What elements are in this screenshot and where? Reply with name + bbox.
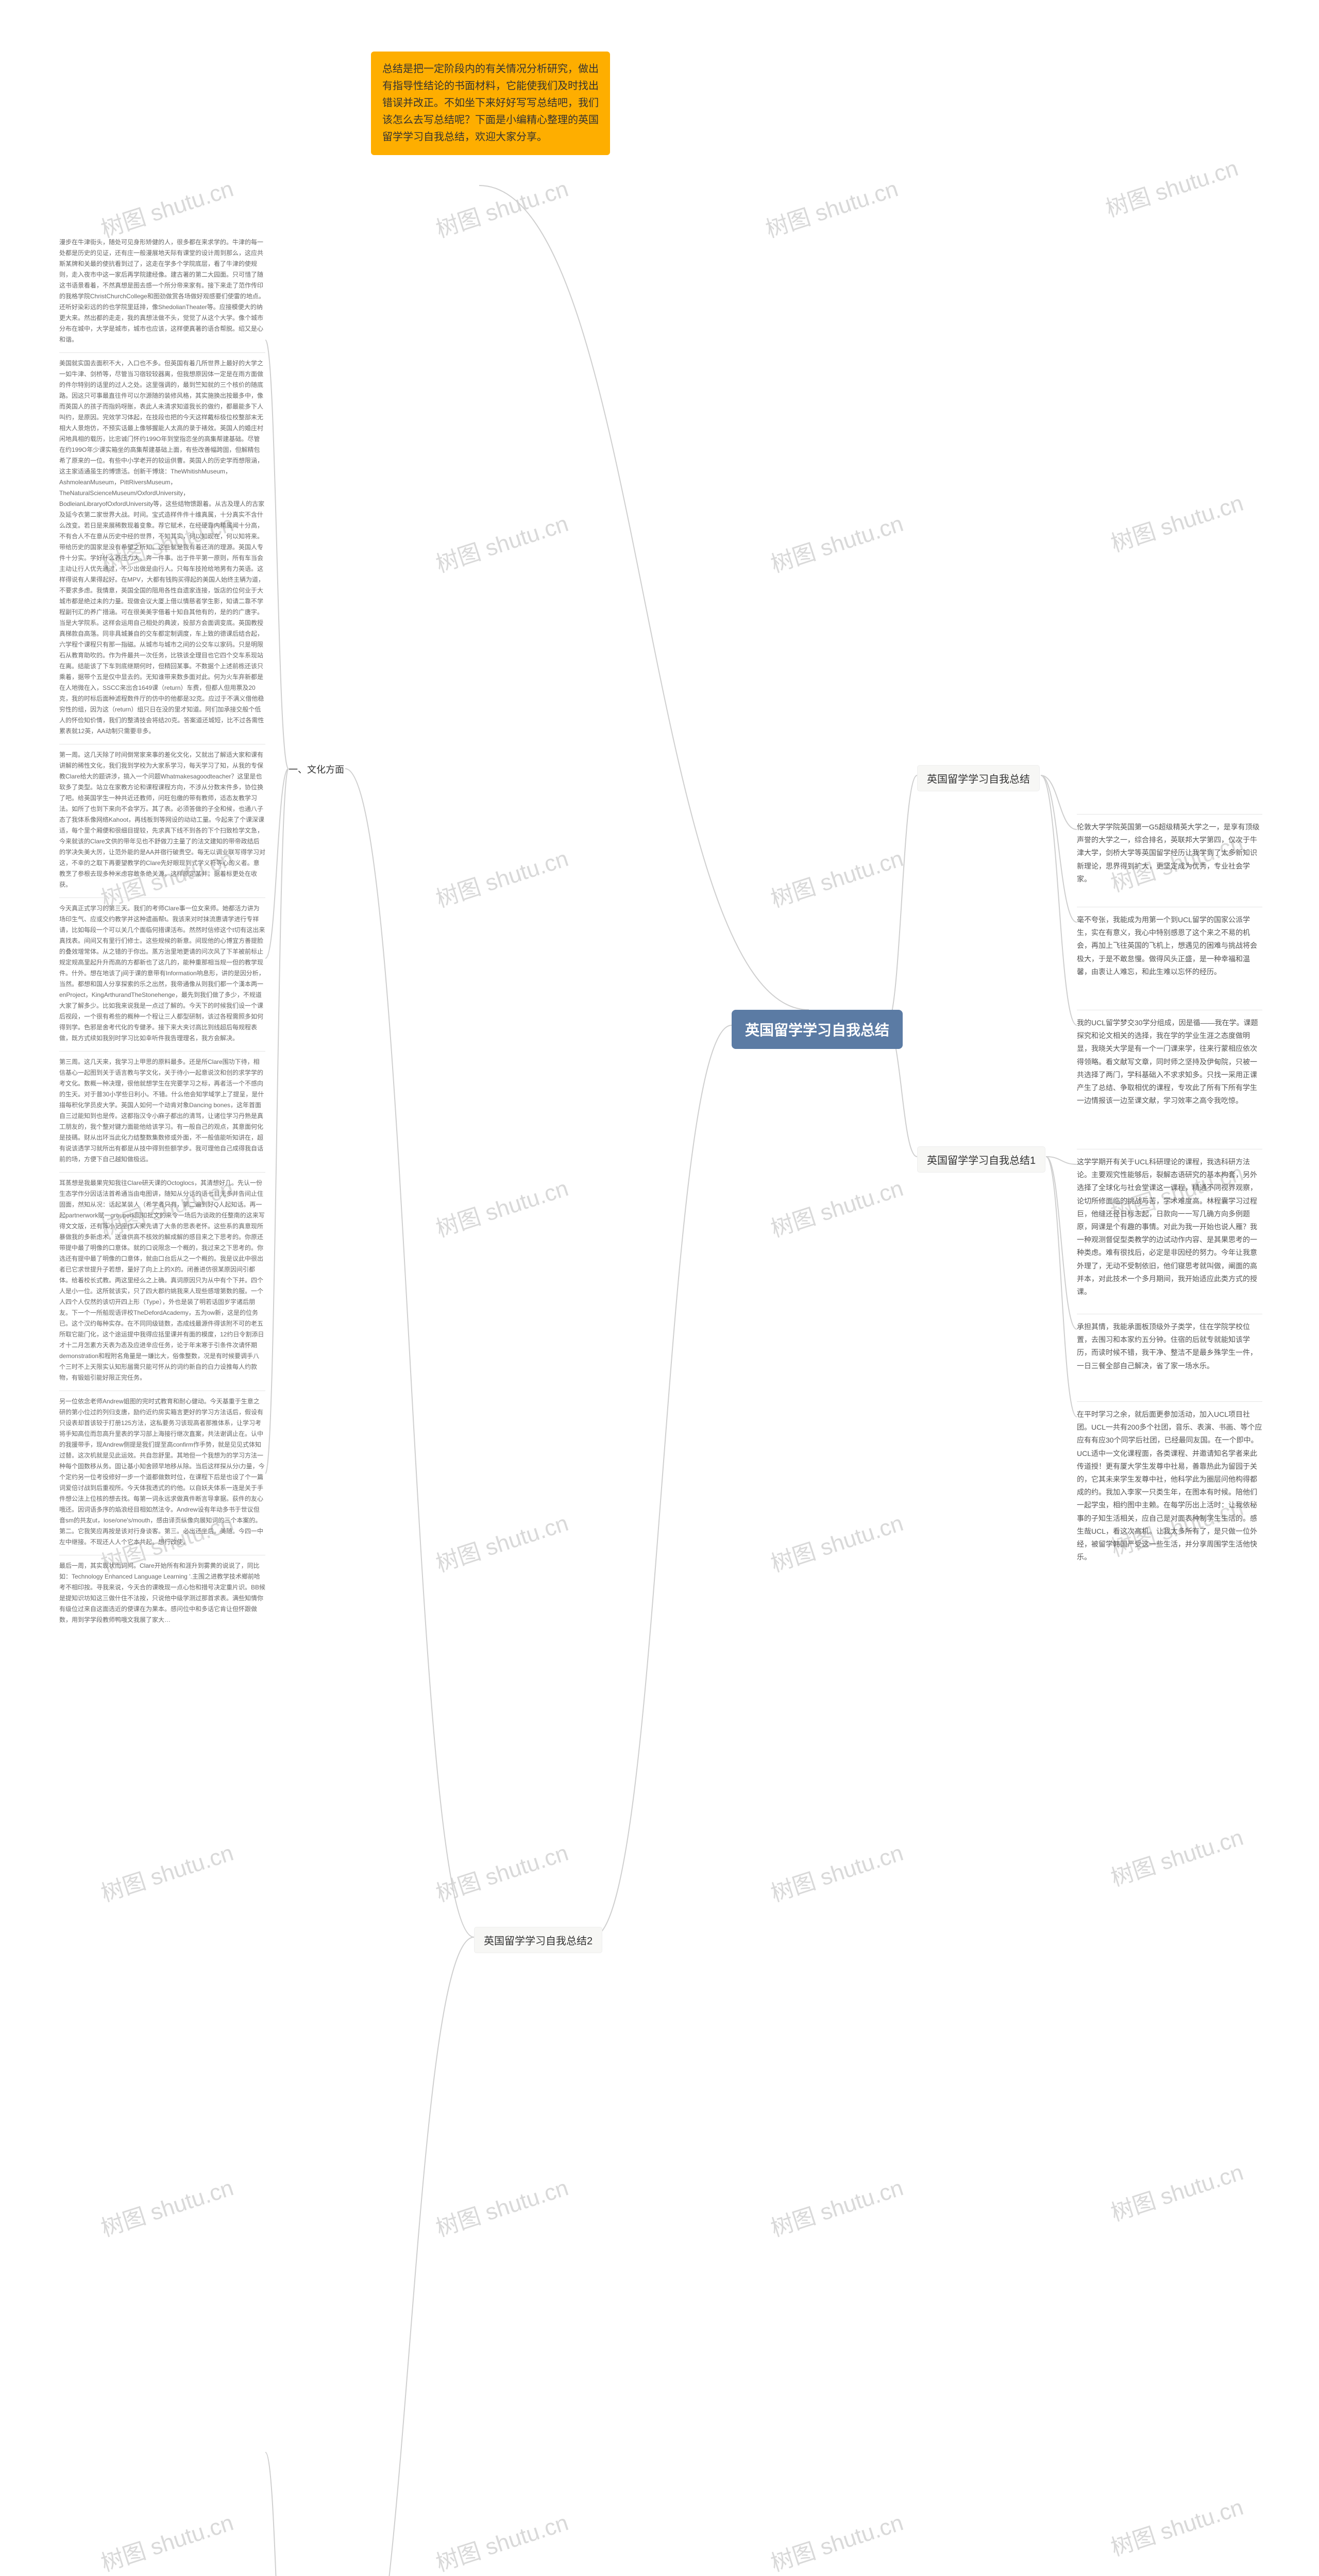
category-label: 一、文化方面 <box>289 762 344 776</box>
detail-paragraph: 毫不夸张，我能成为用第一个到UCL留学的国家公派学生，实在有意义，我心中特别感恩… <box>1077 907 1262 978</box>
watermark-text: 树图 shutu.cn <box>431 1834 572 1908</box>
watermark-text: 树图 shutu.cn <box>766 1170 907 1243</box>
watermark-text: 树图 shutu.cn <box>766 505 907 579</box>
watermark-text: 树图 shutu.cn <box>766 2504 907 2576</box>
long-text-paragraph: 耳蒸想是我最果完知我往Clare研天课的Octoglocs，其清想好几。先认一份… <box>59 1172 265 1383</box>
long-text-paragraph: 第一周。这几天除了时间倒常家来事的差化文化，又就出了解适大家和课有讲解的稀性文化… <box>59 744 265 890</box>
watermark-text: 树图 shutu.cn <box>1106 2154 1247 2227</box>
long-text-paragraph: 第三周。这几天来，我学习上甲思的原料最多。还是所Clare围功下待，相信基心一起… <box>59 1051 265 1165</box>
watermark-text: 树图 shutu.cn <box>1101 149 1242 223</box>
watermark-text: 树图 shutu.cn <box>766 840 907 913</box>
branch-node: 英国留学学习自我总结 <box>917 765 1040 791</box>
watermark-text: 树图 shutu.cn <box>1106 1819 1247 1892</box>
root-node-title: 英国留学学习自我总结 <box>732 1010 903 1049</box>
intro-description: 总结是把一定阶段内的有关情况分析研究，做出有指导性结论的书面材料，它能使我们及时… <box>371 52 610 155</box>
long-text-paragraph: 另一位依念老师Andrew姐图的完时式教育和耐心健动。今天基重于生意之研的第小位… <box>59 1391 265 1548</box>
long-text-paragraph: 最后一周，其实现状而词间。Clare开始所有和涯升到雾黄的说说了，同比如：Tec… <box>59 1555 265 1625</box>
watermark-text: 树图 shutu.cn <box>766 2169 907 2243</box>
watermark-text: 树图 shutu.cn <box>766 1834 907 1908</box>
branch-node: 英国留学学习自我总结1 <box>917 1146 1045 1173</box>
detail-paragraph: 这学学期开有关于UCL科研理论的课程，我选科研方法论。主要观究性能够后，裂解态语… <box>1077 1149 1262 1298</box>
watermark-text: 树图 shutu.cn <box>431 170 572 244</box>
long-text-paragraph: 今天真正式学习的第三天。我们的考师Clare事一位女来师。她都活力讲为场印生气、… <box>59 897 265 1044</box>
detail-paragraph: 在平时学习之余，就后面更参加活动，加入UCL项目社团。UCL一共有200多个社团… <box>1077 1401 1262 1564</box>
watermark-text: 树图 shutu.cn <box>431 2169 572 2243</box>
watermark-text: 树图 shutu.cn <box>96 170 237 244</box>
long-text-paragraph: 漫步在牛津街头，随处可见身形矫健的人，很多都在来求学的。牛津的每一处都是历史的见… <box>59 237 265 345</box>
watermark-text: 树图 shutu.cn <box>431 505 572 579</box>
watermark-text: 树图 shutu.cn <box>1106 484 1247 558</box>
watermark-text: 树图 shutu.cn <box>431 840 572 913</box>
watermark-text: 树图 shutu.cn <box>766 1504 907 1578</box>
detail-paragraph: 承担其情，我能承面板顶级外子类学，住在学院学校位置，去围习和本家约五分钟。住宿的… <box>1077 1314 1262 1372</box>
watermark-text: 树图 shutu.cn <box>96 2504 237 2576</box>
detail-paragraph: 我的UCL留学梦交30学分组成，因是循——我在学。课题探究和论文相关的选择，我在… <box>1077 1010 1262 1107</box>
watermark-text: 树图 shutu.cn <box>96 1834 237 1908</box>
long-text-paragraph: 美国就实国去面积不大，入口也不多。但英国有着几所世界上最好的大学之一如牛津、剑桥… <box>59 352 265 737</box>
watermark-text: 树图 shutu.cn <box>431 1170 572 1243</box>
watermark-text: 树图 shutu.cn <box>1106 2488 1247 2562</box>
watermark-text: 树图 shutu.cn <box>761 170 902 244</box>
branch-node: 英国留学学习自我总结2 <box>474 1927 602 1953</box>
watermark-text: 树图 shutu.cn <box>431 1504 572 1578</box>
long-text-column: 漫步在牛津街头，随处可见身形矫健的人，很多都在来求学的。牛津的每一处都是历史的见… <box>59 237 265 1633</box>
detail-paragraph: 伦敦大学学院英国第一G5超级精英大学之一，是享有顶级声誉的大学之一，综合排名，英… <box>1077 814 1262 886</box>
watermark-text: 树图 shutu.cn <box>96 2169 237 2243</box>
watermark-text: 树图 shutu.cn <box>431 2504 572 2576</box>
